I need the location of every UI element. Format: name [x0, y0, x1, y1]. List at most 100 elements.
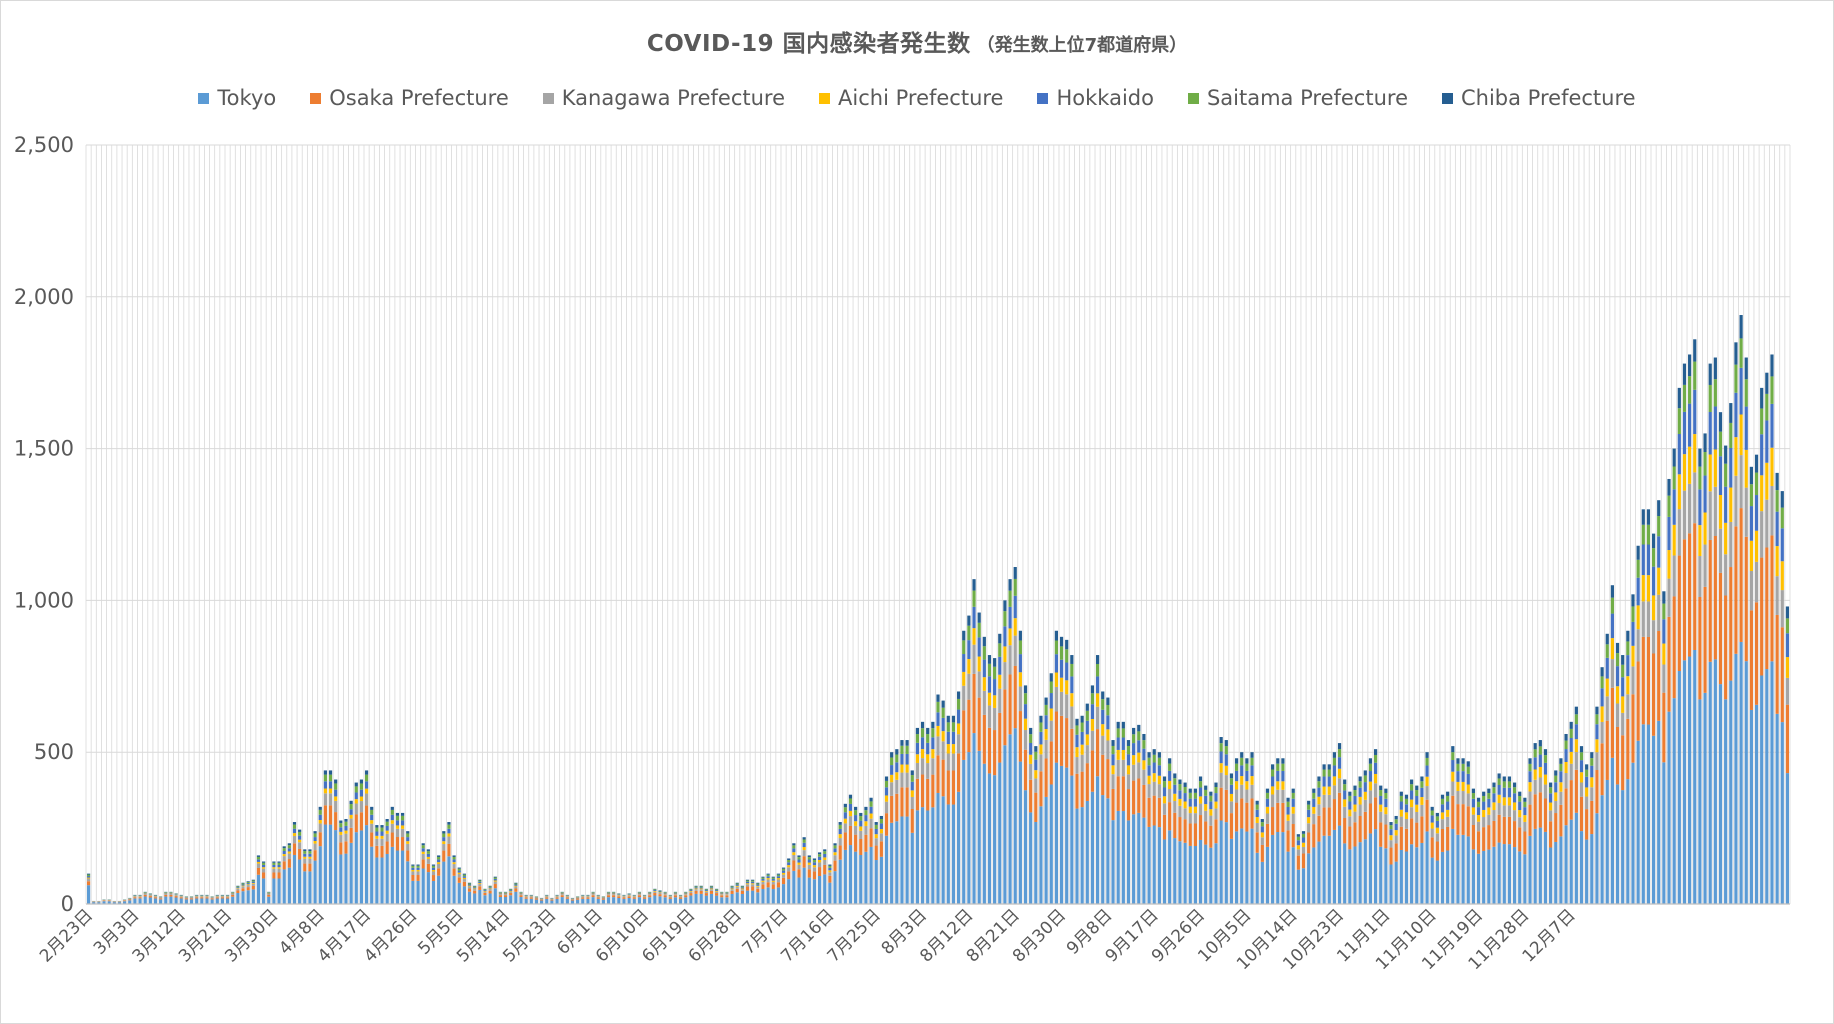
bar-tokyo — [1188, 845, 1192, 904]
bar-osaka-prefecture — [1023, 749, 1028, 791]
bar-kanagawa-prefecture — [1317, 804, 1321, 816]
gridlines — [85, 144, 1791, 905]
bar-hokkaido — [1626, 655, 1630, 677]
bar-osaka-prefecture — [179, 897, 183, 899]
bar-osaka-prefecture — [1749, 610, 1753, 710]
bar-tokyo — [1590, 834, 1594, 904]
bar-hokkaido — [416, 867, 420, 870]
bar-saitama-prefecture — [1147, 757, 1151, 766]
bar-stack — [349, 800, 353, 904]
bar-kanagawa-prefecture — [1739, 455, 1743, 509]
bar-tokyo — [303, 871, 307, 904]
bar-stack — [1780, 491, 1784, 904]
bar-osaka-prefecture — [1332, 799, 1336, 830]
bar-hokkaido — [555, 895, 559, 897]
bar-stack — [174, 893, 178, 904]
bar-saitama-prefecture — [1677, 408, 1681, 435]
bar-tokyo — [1410, 844, 1414, 904]
bar-kanagawa-prefecture — [1276, 789, 1280, 803]
bar-tokyo — [1662, 762, 1666, 904]
bar-saitama-prefecture — [1461, 763, 1465, 772]
bar-saitama-prefecture — [1430, 810, 1434, 816]
bar-aichi-prefecture — [1013, 618, 1017, 636]
bar-stack — [1688, 354, 1692, 904]
bar-kanagawa-prefecture — [1023, 730, 1028, 750]
bar-saitama-prefecture — [1373, 754, 1378, 763]
bar-hokkaido — [1173, 784, 1177, 794]
bar-osaka-prefecture — [318, 832, 322, 847]
bar-kanagawa-prefecture — [1224, 775, 1228, 790]
bar-aichi-prefecture — [1234, 781, 1239, 790]
bar-tokyo — [123, 901, 127, 904]
bar-tokyo — [1451, 828, 1455, 904]
bar-saitama-prefecture — [1301, 833, 1306, 838]
bar-chiba-prefecture — [864, 806, 868, 811]
bar-osaka-prefecture — [1039, 771, 1043, 807]
bar-stack — [1337, 743, 1342, 904]
bar-stack — [1662, 591, 1666, 904]
bar-kanagawa-prefecture — [426, 858, 430, 864]
bar-kanagawa-prefecture — [931, 758, 935, 775]
bar-hokkaido — [1682, 411, 1687, 455]
bar-chiba-prefecture — [359, 779, 364, 784]
bar-osaka-prefecture — [1482, 827, 1486, 851]
bar-tokyo — [1137, 812, 1141, 904]
bar-chiba-prefecture — [462, 873, 466, 875]
bar-osaka-prefecture — [1147, 797, 1151, 827]
bar-kanagawa-prefecture — [1574, 752, 1578, 770]
bar-saitama-prefecture — [1121, 728, 1125, 738]
bar-hokkaido — [1152, 762, 1156, 774]
bar-stack — [740, 885, 744, 904]
bar-osaka-prefecture — [493, 884, 497, 889]
bar-aichi-prefecture — [1482, 809, 1486, 818]
bar-saitama-prefecture — [1250, 757, 1254, 766]
bar-kanagawa-prefecture — [946, 753, 950, 771]
bar-osaka-prefecture — [859, 839, 863, 855]
bar-saitama-prefecture — [1173, 778, 1177, 785]
bar-stack — [987, 655, 992, 904]
bar-aichi-prefecture — [1286, 814, 1290, 821]
bar-saitama-prefecture — [1265, 792, 1270, 799]
bar-hokkaido — [817, 856, 822, 860]
bar-saitama-prefecture — [1590, 758, 1594, 766]
bar-saitama-prefecture — [437, 856, 441, 860]
bar-osaka-prefecture — [576, 898, 580, 900]
bar-kanagawa-prefecture — [1708, 491, 1712, 540]
bar-tokyo — [1204, 844, 1208, 904]
bar-kanagawa-prefecture — [498, 894, 503, 896]
bar-hokkaido — [1415, 795, 1419, 805]
bar-hokkaido — [756, 884, 760, 886]
bar-hokkaido — [668, 895, 672, 897]
bar-osaka-prefecture — [267, 894, 271, 897]
bar-aichi-prefecture — [812, 865, 817, 868]
bar-hokkaido — [838, 828, 842, 835]
bar-kanagawa-prefecture — [1600, 721, 1604, 744]
bar-osaka-prefecture — [977, 697, 981, 751]
bar-hokkaido — [1234, 770, 1239, 782]
bar-aichi-prefecture — [1476, 815, 1481, 822]
bar-chiba-prefecture — [1348, 791, 1352, 796]
bar-hokkaido — [941, 717, 945, 732]
bar-saitama-prefecture — [859, 816, 863, 821]
bar-osaka-prefecture — [395, 837, 400, 851]
bar-hokkaido — [1579, 760, 1584, 773]
bar-kanagawa-prefecture — [1585, 796, 1589, 810]
bar-tokyo — [503, 897, 508, 904]
bar-aichi-prefecture — [1595, 739, 1599, 753]
bar-stack — [771, 876, 775, 904]
bar-aichi-prefecture — [1461, 781, 1465, 792]
bar-aichi-prefecture — [1471, 807, 1475, 815]
bar-chiba-prefecture — [1543, 749, 1548, 756]
bar-hokkaido — [488, 887, 492, 889]
bar-stack — [318, 806, 322, 904]
bar-stack — [92, 900, 96, 904]
bar-hokkaido — [385, 825, 389, 831]
bar-aichi-prefecture — [1574, 739, 1578, 753]
bar-stack — [1590, 752, 1594, 904]
bar-kanagawa-prefecture — [210, 897, 214, 899]
bar-stack — [1384, 788, 1388, 904]
bar-aichi-prefecture — [246, 884, 250, 886]
bar-aichi-prefecture — [1502, 797, 1506, 806]
bar-hokkaido — [1502, 787, 1506, 798]
bar-stack — [1039, 715, 1043, 904]
